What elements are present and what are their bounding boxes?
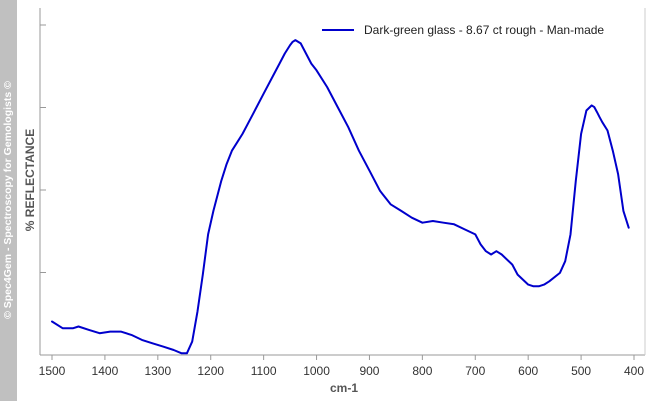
x-tick-label: 900	[359, 364, 379, 378]
watermark-band: © Spec4Gem - Spectroscopy for Gemologist…	[0, 0, 17, 401]
legend-label: Dark-green glass - 8.67 ct rough - Man-m…	[364, 23, 604, 37]
x-tick-label: 800	[412, 364, 432, 378]
x-tick-label: 1400	[92, 364, 119, 378]
x-axis-title: cm-1	[330, 381, 358, 395]
series-line	[51, 39, 630, 355]
x-tick-label: 400	[624, 364, 644, 378]
axes	[39, 8, 646, 356]
legend: Dark-green glass - 8.67 ct rough - Man-m…	[322, 23, 604, 37]
x-tick-label: 700	[465, 364, 485, 378]
x-tick-label: 1000	[303, 364, 330, 378]
x-ticks	[51, 355, 635, 360]
x-tick-label: 600	[518, 364, 538, 378]
x-tick-label: 1500	[39, 364, 66, 378]
x-tick-labels: 1500 1400 1300 1200 1100 1000 900 800 700 600 500 4…	[39, 364, 645, 378]
y-axis-title: % REFLECTANCE	[23, 129, 37, 231]
x-tick-label: 1300	[144, 364, 171, 378]
x-tick-label: 500	[571, 364, 591, 378]
x-tick-label: 1100	[251, 364, 277, 378]
y-ticks	[40, 24, 46, 356]
x-tick-label: 1200	[197, 364, 224, 378]
